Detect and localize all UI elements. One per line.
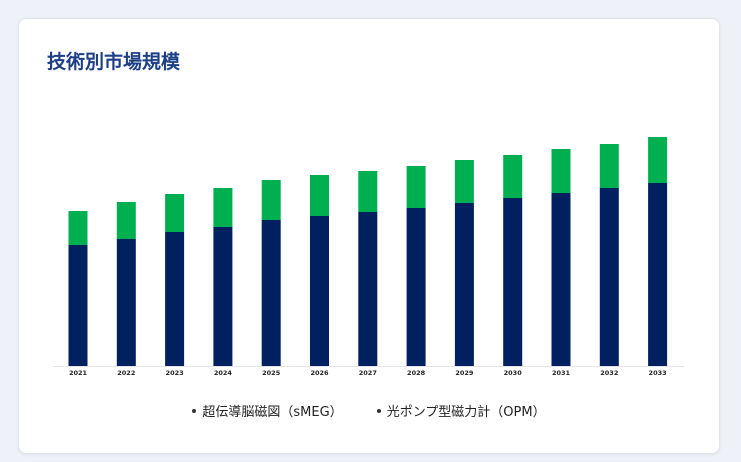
bullet-icon	[192, 408, 197, 413]
x-tick-label: 2028	[407, 369, 426, 377]
bar-chart: 2021 2022 2023 2024 2025 2026 2027 2028 2029 2030…	[53, 137, 684, 377]
bar-smeg-2021[interactable]	[68, 245, 88, 366]
x-tick-label: 2031	[552, 369, 571, 377]
bar-smeg-2029[interactable]	[454, 203, 474, 366]
bar-smeg-2028[interactable]	[406, 208, 426, 366]
bar-group	[68, 137, 668, 366]
x-tick-label: 2033	[649, 369, 667, 377]
x-tick-label: 2025	[262, 369, 281, 377]
x-tick-label: 2032	[600, 369, 618, 377]
x-tick-label: 2026	[310, 369, 329, 377]
x-tick-labels: 2021 2022 2023 2024 2025 2026 2027 2028 2029 2030…	[69, 369, 667, 377]
bar-smeg-2030[interactable]	[503, 198, 523, 366]
bar-opm-2024[interactable]	[213, 188, 233, 227]
bar-opm-2022[interactable]	[116, 202, 136, 239]
x-tick-label: 2029	[455, 369, 474, 377]
bar-opm-2032[interactable]	[599, 144, 619, 188]
bar-opm-2021[interactable]	[68, 211, 88, 245]
bar-opm-2031[interactable]	[551, 149, 571, 193]
x-tick-label: 2024	[214, 369, 233, 377]
bar-smeg-2022[interactable]	[116, 239, 136, 366]
bar-smeg-2032[interactable]	[599, 188, 619, 366]
bar-smeg-2023[interactable]	[165, 232, 185, 366]
x-tick-label: 2023	[166, 369, 184, 377]
chart-card: 技術別市場規模 2021 2022 2023 2024 2025 2026 2027 2028…	[18, 18, 720, 454]
bar-opm-2027[interactable]	[358, 171, 378, 212]
bar-smeg-2027[interactable]	[358, 212, 378, 366]
x-tick-label: 2022	[117, 369, 135, 377]
bar-smeg-2031[interactable]	[551, 193, 571, 366]
legend-label-smeg: 超伝導脳磁図（sMEG）	[202, 405, 343, 420]
bar-opm-2025[interactable]	[261, 180, 281, 220]
x-tick-label: 2030	[504, 369, 523, 377]
bar-smeg-2033[interactable]	[648, 183, 668, 366]
legend: 超伝導脳磁図（sMEG） 光ポンプ型磁力計（OPM）	[19, 401, 719, 420]
bar-opm-2026[interactable]	[310, 175, 329, 216]
bar-smeg-2025[interactable]	[261, 220, 281, 366]
bar-smeg-2026[interactable]	[310, 216, 329, 366]
x-tick-label: 2021	[69, 369, 88, 377]
bar-opm-2030[interactable]	[503, 155, 523, 198]
bar-opm-2023[interactable]	[165, 194, 185, 232]
bar-smeg-2024[interactable]	[213, 227, 233, 366]
legend-label-opm: 光ポンプ型磁力計（OPM）	[386, 405, 546, 420]
chart-title: 技術別市場規模	[47, 51, 181, 73]
legend-item-opm[interactable]: 光ポンプ型磁力計（OPM）	[376, 401, 546, 420]
x-tick-label: 2027	[359, 369, 377, 377]
bullet-icon	[376, 408, 381, 413]
bar-opm-2033[interactable]	[648, 137, 668, 183]
bar-opm-2029[interactable]	[454, 160, 474, 203]
legend-item-smeg[interactable]: 超伝導脳磁図（sMEG）	[192, 401, 343, 420]
bar-opm-2028[interactable]	[406, 166, 426, 208]
